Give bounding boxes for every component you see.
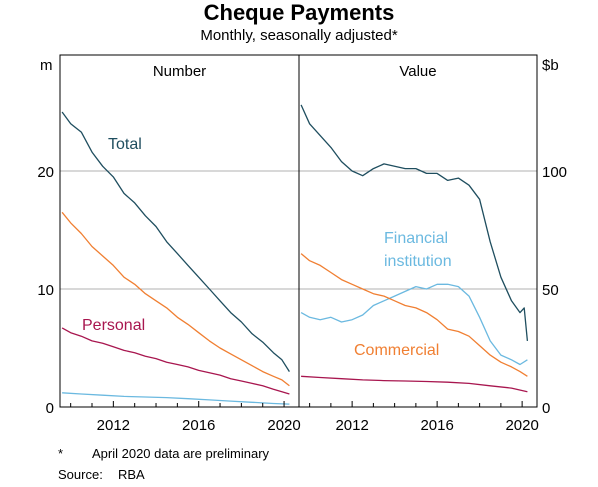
series-line-total (300, 104, 529, 341)
x-tick-label: 2016 (182, 417, 215, 434)
series-line-financial (300, 283, 528, 366)
x-tick-label: 2020 (267, 417, 300, 434)
axis-labels: 2012 2016 2020 Number 2012 2016 2020 Value m $b 0 1… (37, 57, 567, 434)
label-institution: institution (384, 253, 452, 270)
chart-subtitle: Monthly, seasonally adjusted* (200, 27, 398, 44)
series-line-total (61, 111, 290, 372)
series-line-unlabelled_small (62, 392, 290, 405)
footnote: * April 2020 data are preliminary (58, 446, 269, 462)
panel-frames (59, 54, 538, 408)
panel-title: Value (399, 63, 436, 80)
series-line-personal (301, 375, 528, 393)
y-axis-unit-left: m (40, 57, 53, 74)
panel-title: Number (153, 63, 206, 80)
footnote-text: April 2020 data are preliminary (92, 446, 270, 461)
gridlines (60, 170, 537, 290)
label-financial: Financial (384, 230, 448, 247)
y-tick-label-right: 0 (542, 400, 550, 417)
source-text: RBA (118, 467, 145, 482)
series-line-commercial (61, 211, 290, 387)
x-tick-label: 2012 (335, 417, 368, 434)
series-line-personal (61, 327, 290, 395)
y-tick-label-right: 100 (542, 164, 567, 181)
source-label: Source: (58, 467, 103, 482)
series-line-commercial (300, 253, 528, 377)
label-commercial: Commercial (354, 342, 439, 359)
y-tick-label-left: 10 (37, 282, 54, 299)
source-note: Source: RBA (58, 467, 145, 483)
y-tick-label-right: 50 (542, 282, 559, 299)
x-tick-label: 2016 (420, 417, 453, 434)
y-tick-label-left: 0 (46, 400, 54, 417)
x-tick-label: 2012 (97, 417, 130, 434)
footnote-mark: * (58, 446, 64, 461)
x-tick-label: 2020 (505, 417, 538, 434)
series-lines (61, 104, 529, 405)
y-tick-label-left: 20 (37, 164, 54, 181)
chart-title: Cheque Payments (203, 0, 395, 25)
y-axis-unit-right: $b (542, 57, 559, 74)
label-total: Total (108, 136, 142, 153)
label-personal: Personal (82, 317, 145, 334)
